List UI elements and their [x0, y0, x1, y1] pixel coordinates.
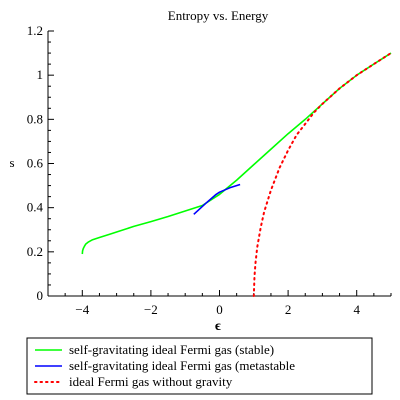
y-tick-label: 0.4 [27, 200, 44, 215]
y-axis-label: s [9, 155, 14, 170]
y-tick-label: 1.2 [27, 23, 43, 38]
y-tick-label: 0.8 [27, 111, 43, 126]
x-tick-label: −4 [75, 302, 89, 317]
y-tick-label: 1 [37, 67, 44, 82]
y-tick-label: 0.6 [27, 156, 44, 171]
legend: self-gravitating ideal Fermi gas (stable… [26, 337, 373, 395]
y-tick-label: 0 [37, 288, 44, 303]
series-metastable-line [193, 183, 241, 215]
series-layer [81, 52, 392, 297]
legend-label: ideal Fermi gas without gravity [69, 374, 233, 389]
legend-label: self-gravitating ideal Fermi gas (metast… [69, 358, 295, 373]
chart-title: Entropy vs. Energy [168, 8, 269, 23]
x-axis-ticks: −4 −2 0 2 4 [47, 290, 392, 317]
series-no-gravity-line [252, 52, 392, 297]
y-axis-ticks: 0 0.2 0.4 0.6 0.8 1 1.2 [27, 23, 54, 303]
x-tick-label: −2 [144, 302, 158, 317]
x-tick-label: 2 [285, 302, 292, 317]
legend-label: self-gravitating ideal Fermi gas (stable… [69, 342, 274, 357]
x-axis-label: ϵ [215, 319, 221, 334]
y-tick-label: 0.2 [27, 244, 43, 259]
legend-box [26, 337, 373, 395]
x-tick-label: 0 [216, 302, 223, 317]
x-tick-label: 4 [353, 302, 360, 317]
